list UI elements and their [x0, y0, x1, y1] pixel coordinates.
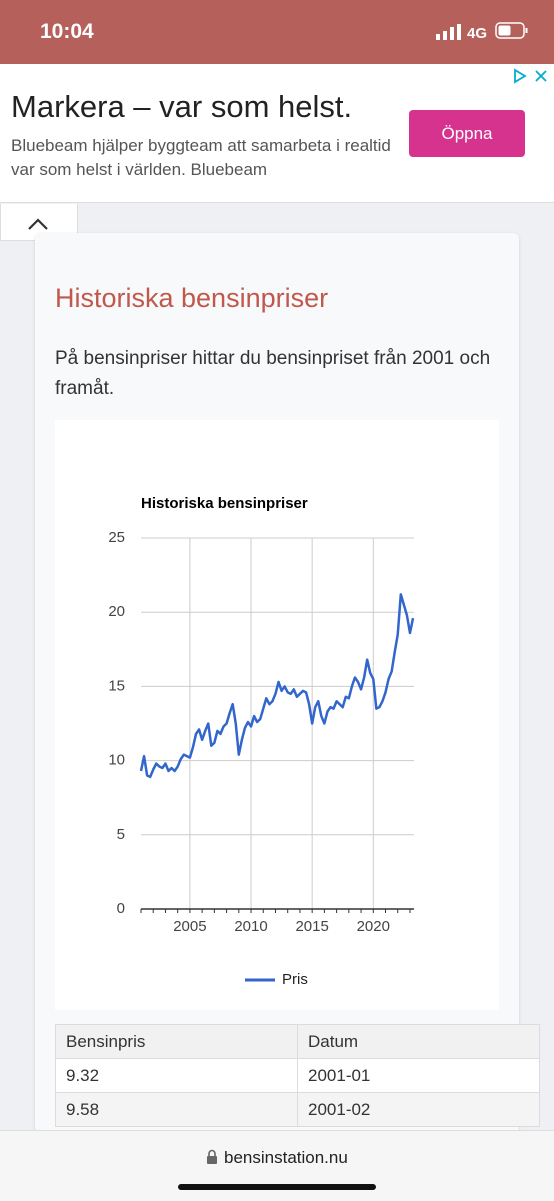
- x-tick-label: 2015: [295, 918, 328, 935]
- article-heading: Historiska bensinpriser: [55, 283, 329, 313]
- y-tick-label: 25: [108, 529, 125, 546]
- time: 10:04: [40, 20, 94, 43]
- header-cell: Datum: [297, 1024, 540, 1059]
- battery-icon: [495, 22, 528, 39]
- signal-icon: [436, 24, 461, 40]
- table-cell: 2001-02: [297, 1092, 540, 1127]
- y-tick-label: 5: [117, 826, 125, 843]
- y-tick-label: 10: [108, 752, 125, 769]
- legend-label: Pris: [282, 971, 308, 988]
- chevron-icon: [28, 218, 48, 230]
- chart-title: Historiska bensinpriser: [141, 495, 308, 512]
- status-bar: 10:04 4G: [0, 0, 554, 64]
- table-row: 9.32 2001-01: [55, 1058, 540, 1093]
- chart: Historiska bensinpriser 0 5 10 15 20 25 2005 20…: [108, 495, 415, 988]
- y-tick-label: 0: [117, 900, 125, 917]
- table-cell: 9.32: [55, 1058, 298, 1093]
- ad-button[interactable]: Öppna: [409, 110, 525, 157]
- url[interactable]: bensinstation.nu: [224, 1148, 348, 1167]
- chart-container: Historiska bensinpriser 0 5 10 15 20 25 2005 20…: [55, 420, 499, 1010]
- table-cell: 2001-01: [297, 1058, 540, 1093]
- ad-choices-icon[interactable]: [512, 68, 550, 84]
- lock-icon: [207, 1149, 217, 1164]
- line-series: [139, 593, 415, 779]
- ad-text: Bluebeam hjälper byggteam att samarbeta …: [11, 136, 391, 179]
- x-tick-label: 2005: [173, 918, 206, 935]
- ad-title[interactable]: Markera – var som helst.: [11, 89, 353, 124]
- header-cell: Bensinpris: [55, 1024, 298, 1059]
- table-row: 9.58 2001-02: [55, 1092, 540, 1127]
- x-tick-label: 2020: [357, 918, 390, 935]
- table-cell: 9.58: [55, 1092, 298, 1127]
- x-tick-label: 2010: [234, 918, 267, 935]
- browser-bar: bensinstation.nu: [0, 1130, 554, 1201]
- y-tick-label: 20: [108, 603, 125, 620]
- table-header: Bensinpris Datum: [55, 1024, 540, 1059]
- ad-banner: Markera – var som helst. Bluebeam hjälpe…: [0, 64, 554, 203]
- y-tick-label: 15: [108, 677, 125, 694]
- home-indicator: [178, 1184, 376, 1190]
- network: 4G: [467, 25, 488, 42]
- article-paragraph: På bensinpriser hittar du bensinpriset f…: [55, 348, 491, 399]
- price-table: Bensinpris Datum 9.32 2001-01 9.58 2001-…: [55, 1024, 540, 1127]
